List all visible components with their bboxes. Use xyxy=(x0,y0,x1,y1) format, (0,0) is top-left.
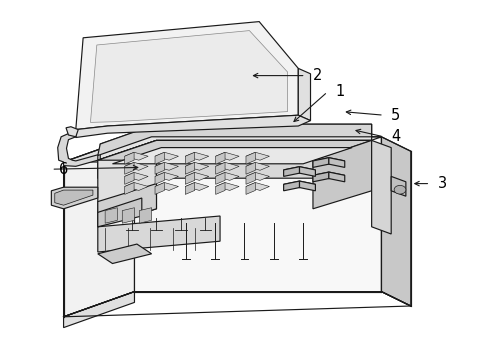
Polygon shape xyxy=(245,183,269,190)
Polygon shape xyxy=(185,152,194,164)
Polygon shape xyxy=(299,181,315,191)
Polygon shape xyxy=(63,292,134,328)
Polygon shape xyxy=(63,137,381,162)
Polygon shape xyxy=(215,183,239,190)
Polygon shape xyxy=(245,152,269,160)
Polygon shape xyxy=(371,140,390,234)
Circle shape xyxy=(393,185,405,194)
Text: 6: 6 xyxy=(59,162,68,177)
Polygon shape xyxy=(139,208,151,223)
Polygon shape xyxy=(98,184,156,227)
Polygon shape xyxy=(390,176,405,196)
Polygon shape xyxy=(98,140,371,178)
Polygon shape xyxy=(98,140,371,160)
Polygon shape xyxy=(185,152,208,160)
Polygon shape xyxy=(124,183,134,194)
Polygon shape xyxy=(155,183,164,194)
Polygon shape xyxy=(98,124,371,156)
Polygon shape xyxy=(124,172,148,180)
Polygon shape xyxy=(105,208,117,223)
Text: 4: 4 xyxy=(390,129,400,144)
Polygon shape xyxy=(155,172,178,180)
Polygon shape xyxy=(215,152,224,164)
Polygon shape xyxy=(185,183,208,190)
Polygon shape xyxy=(185,162,208,170)
Polygon shape xyxy=(312,158,328,167)
Polygon shape xyxy=(112,148,351,164)
Polygon shape xyxy=(155,162,178,170)
Polygon shape xyxy=(215,152,239,160)
Polygon shape xyxy=(98,140,156,227)
Polygon shape xyxy=(155,162,164,174)
Polygon shape xyxy=(51,187,98,209)
Polygon shape xyxy=(124,183,148,190)
Polygon shape xyxy=(283,167,315,173)
Polygon shape xyxy=(245,152,255,164)
Polygon shape xyxy=(245,172,269,180)
Polygon shape xyxy=(215,183,224,194)
Polygon shape xyxy=(100,124,371,160)
Polygon shape xyxy=(381,137,410,306)
Polygon shape xyxy=(312,172,344,179)
Polygon shape xyxy=(298,68,310,121)
Polygon shape xyxy=(185,172,194,184)
Polygon shape xyxy=(185,162,194,174)
Polygon shape xyxy=(63,137,134,317)
Text: 2: 2 xyxy=(312,68,322,83)
Polygon shape xyxy=(76,22,298,130)
Polygon shape xyxy=(124,172,134,184)
Polygon shape xyxy=(312,158,344,164)
Polygon shape xyxy=(155,172,164,184)
Polygon shape xyxy=(245,162,269,170)
Polygon shape xyxy=(245,183,255,194)
Polygon shape xyxy=(245,172,255,184)
Polygon shape xyxy=(283,181,315,188)
Polygon shape xyxy=(90,31,287,122)
Polygon shape xyxy=(134,137,381,292)
Text: 5: 5 xyxy=(390,108,400,123)
Polygon shape xyxy=(283,181,299,191)
Polygon shape xyxy=(98,216,220,252)
Polygon shape xyxy=(155,152,164,164)
Polygon shape xyxy=(215,172,224,184)
Polygon shape xyxy=(124,162,134,174)
Polygon shape xyxy=(312,140,371,209)
Polygon shape xyxy=(98,198,142,227)
Polygon shape xyxy=(328,158,344,167)
Polygon shape xyxy=(76,115,310,138)
Polygon shape xyxy=(283,167,299,176)
Polygon shape xyxy=(215,162,224,174)
Polygon shape xyxy=(185,172,208,180)
Polygon shape xyxy=(122,208,134,223)
Polygon shape xyxy=(299,167,315,176)
Polygon shape xyxy=(66,127,78,137)
Polygon shape xyxy=(328,172,344,182)
Polygon shape xyxy=(55,190,93,205)
Polygon shape xyxy=(124,152,148,160)
Polygon shape xyxy=(124,152,134,164)
Polygon shape xyxy=(124,162,148,170)
Polygon shape xyxy=(215,162,239,170)
Polygon shape xyxy=(215,172,239,180)
Polygon shape xyxy=(245,162,255,174)
Polygon shape xyxy=(185,183,194,194)
Polygon shape xyxy=(312,172,328,182)
Polygon shape xyxy=(58,130,98,166)
Text: 1: 1 xyxy=(334,84,344,99)
Polygon shape xyxy=(98,244,151,264)
Polygon shape xyxy=(98,140,156,178)
Text: 3: 3 xyxy=(437,176,446,191)
Polygon shape xyxy=(155,183,178,190)
Polygon shape xyxy=(155,152,178,160)
